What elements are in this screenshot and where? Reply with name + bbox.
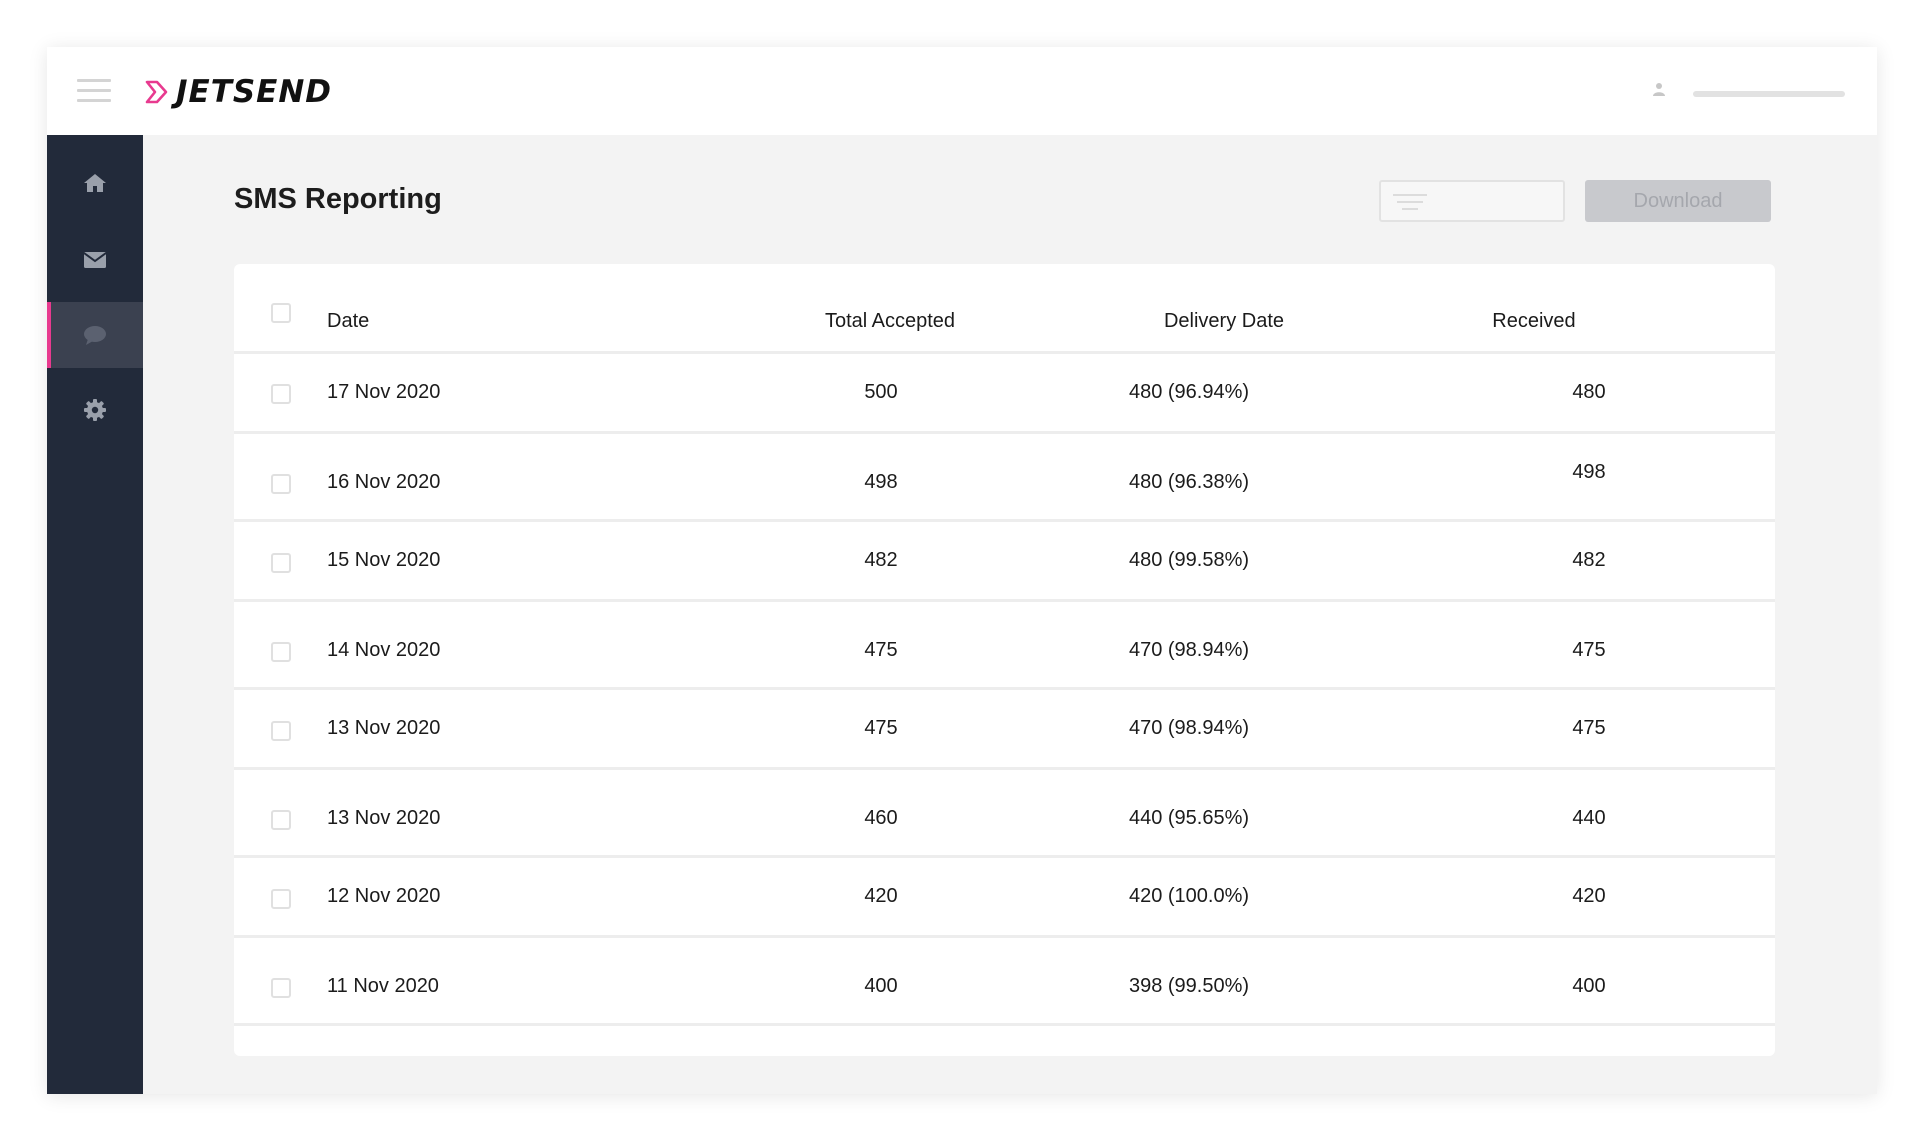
sidebar-item-settings[interactable] (47, 377, 143, 443)
page-title: SMS Reporting (234, 183, 442, 215)
sidebar-item-home[interactable] (47, 150, 143, 216)
brand-logo[interactable]: JETSEND (144, 74, 333, 110)
home-icon (84, 174, 106, 192)
header-total-accepted[interactable]: Total Accepted (824, 310, 956, 332)
table-header: Date Total Accepted Delivery Date Receiv… (234, 264, 1775, 354)
cell-total-accepted: 475 (864, 717, 898, 739)
cell-date: 17 Nov 2020 (327, 381, 441, 403)
cell-delivery-date: 480 (99.58%) (1128, 549, 1250, 571)
cell-received: 440 (1572, 807, 1606, 829)
select-all-checkbox[interactable] (271, 303, 291, 323)
table-row[interactable]: 17 Nov 2020 500 480 (96.94%) 480 (234, 354, 1775, 434)
user-name-placeholder[interactable] (1693, 91, 1845, 97)
cell-delivery-date: 470 (98.94%) (1128, 717, 1250, 739)
chevron-logo-icon (145, 80, 168, 104)
table-row[interactable]: 12 Nov 2020 420 420 (100.0%) 420 (234, 858, 1775, 938)
header-delivery-date[interactable]: Delivery Date (1163, 310, 1285, 332)
gear-icon (84, 399, 106, 421)
row-checkbox[interactable] (271, 810, 291, 830)
cell-date: 13 Nov 2020 (327, 717, 441, 739)
table-row[interactable]: 13 Nov 2020 460 440 (95.65%) 440 (234, 770, 1775, 858)
envelope-icon (83, 252, 107, 268)
cell-received: 480 (1572, 381, 1606, 403)
cell-received: 475 (1572, 717, 1606, 739)
cell-delivery-date: 398 (99.50%) (1128, 975, 1250, 997)
cell-delivery-date: 480 (96.38%) (1128, 471, 1250, 493)
sidebar-item-email[interactable] (47, 227, 143, 293)
cell-total-accepted: 500 (864, 381, 898, 403)
cell-received: 475 (1572, 639, 1606, 661)
cell-total-accepted: 475 (864, 639, 898, 661)
cell-date: 11 Nov 2020 (327, 975, 439, 997)
cell-date: 12 Nov 2020 (327, 885, 441, 907)
cell-total-accepted: 400 (864, 975, 898, 997)
cell-date: 14 Nov 2020 (327, 639, 441, 661)
hamburger-menu-icon[interactable] (77, 79, 111, 103)
table-row[interactable]: 14 Nov 2020 475 470 (98.94%) 475 (234, 602, 1775, 690)
cell-received: 420 (1572, 885, 1606, 907)
chat-bubble-icon (84, 326, 106, 345)
cell-total-accepted: 498 (864, 471, 898, 493)
cell-total-accepted: 460 (864, 807, 898, 829)
header-date[interactable]: Date (327, 310, 370, 332)
row-checkbox[interactable] (271, 889, 291, 909)
row-checkbox[interactable] (271, 384, 291, 404)
cell-delivery-date: 470 (98.94%) (1128, 639, 1250, 661)
table-row[interactable]: 13 Nov 2020 475 470 (98.94%) 475 (234, 690, 1775, 770)
row-checkbox[interactable] (271, 721, 291, 741)
cell-date: 15 Nov 2020 (327, 549, 441, 571)
cell-delivery-date: 440 (95.65%) (1128, 807, 1250, 829)
sidebar-item-sms[interactable] (47, 302, 143, 368)
filter-dropdown[interactable] (1379, 180, 1565, 222)
row-checkbox[interactable] (271, 642, 291, 662)
report-table: Date Total Accepted Delivery Date Receiv… (234, 264, 1775, 1056)
cell-date: 16 Nov 2020 (327, 471, 441, 493)
row-checkbox[interactable] (271, 474, 291, 494)
cell-received: 482 (1572, 549, 1606, 571)
cell-received: 400 (1572, 975, 1606, 997)
download-button[interactable]: Download (1585, 180, 1771, 222)
row-checkbox[interactable] (271, 978, 291, 998)
cell-delivery-date: 420 (100.0%) (1128, 885, 1250, 907)
cell-delivery-date: 480 (96.94%) (1128, 381, 1250, 403)
table-row[interactable]: 11 Nov 2020 400 398 (99.50%) 400 (234, 938, 1775, 1026)
table-row[interactable]: 16 Nov 2020 498 480 (96.38%) 498 (234, 434, 1775, 522)
cell-total-accepted: 482 (864, 549, 898, 571)
row-checkbox[interactable] (271, 553, 291, 573)
app-window: JETSEND (47, 47, 1877, 1094)
cell-received: 498 (1572, 461, 1606, 483)
filter-lines-icon (1393, 194, 1427, 210)
brand-name: JETSEND (176, 74, 333, 110)
table-row[interactable]: 15 Nov 2020 482 480 (99.58%) 482 (234, 522, 1775, 602)
user-icon[interactable] (1652, 82, 1666, 96)
sidebar (47, 135, 143, 1094)
header-received[interactable]: Received (1492, 310, 1576, 332)
cell-date: 13 Nov 2020 (327, 807, 441, 829)
top-bar: JETSEND (47, 47, 1877, 135)
cell-total-accepted: 420 (864, 885, 898, 907)
